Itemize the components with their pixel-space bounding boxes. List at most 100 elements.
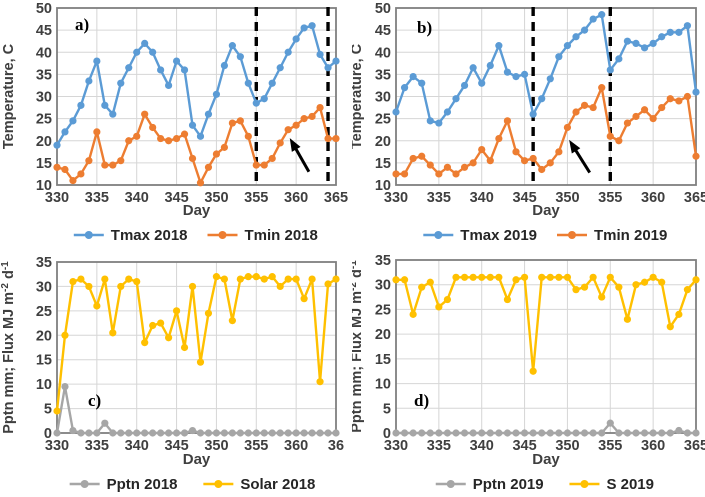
svg-text:365: 365 (684, 438, 705, 454)
svg-text:350: 350 (555, 190, 579, 206)
svg-text:45: 45 (36, 23, 52, 39)
svg-text:35: 35 (36, 67, 52, 83)
panel-d-pptn-solar-2019: 0 5 10 15 20 25 30 35 330 335 340 345 350 355 360 365 Pp… (352, 248, 705, 497)
x-axis-title: Day (183, 451, 211, 468)
svg-text:360: 360 (284, 438, 308, 454)
x-axis-tick-labels: 330 335 340 345 350 355 360 36 (45, 438, 344, 454)
gridlines (396, 260, 696, 433)
svg-text:10: 10 (375, 377, 391, 393)
svg-text:25: 25 (375, 302, 391, 318)
svg-text:10: 10 (36, 377, 52, 393)
legend-label: Tmax 2019 (460, 227, 537, 244)
svg-text:350: 350 (204, 190, 228, 206)
svg-text:5: 5 (383, 401, 391, 417)
x-axis-tick-labels: 330 335 340 345 350 355 360 365 (45, 190, 348, 206)
gridlines (57, 8, 336, 185)
svg-text:345: 345 (164, 190, 188, 206)
svg-text:25: 25 (36, 112, 52, 128)
legend-label: Tmin 2018 (245, 227, 318, 244)
svg-text:35: 35 (375, 67, 391, 83)
legend-item-pptn-2019: Pptn 2019 (435, 476, 544, 493)
svg-text:30: 30 (375, 90, 391, 106)
svg-text:335: 335 (85, 190, 109, 206)
legend: Pptn 2019 S 2019 (435, 476, 654, 493)
svg-text:330: 330 (384, 438, 408, 454)
svg-text:20: 20 (36, 134, 52, 150)
x-axis-tick-labels: 330 335 340 345 350 355 360 365 (384, 438, 705, 454)
svg-text:345: 345 (512, 438, 536, 454)
svg-text:345: 345 (164, 438, 188, 454)
legend-item-tmin-2019: Tmin 2019 (557, 227, 667, 244)
legend: Tmax 2018 Tmin 2018 (73, 227, 318, 244)
svg-text:345: 345 (512, 190, 536, 206)
svg-text:15: 15 (375, 156, 391, 172)
legend-item-tmax-2018: Tmax 2018 (73, 227, 188, 244)
legend: Pptn 2018 Solar 2018 (69, 476, 315, 493)
svg-text:30: 30 (36, 279, 52, 295)
svg-text:45: 45 (375, 23, 391, 39)
svg-text:15: 15 (36, 156, 52, 172)
plot-border (395, 259, 697, 434)
legend-label: Solar 2018 (240, 476, 315, 493)
arrow-annotation (289, 138, 311, 173)
svg-text:25: 25 (36, 304, 52, 320)
svg-text:340: 340 (125, 190, 149, 206)
svg-text:355: 355 (244, 438, 268, 454)
plot-border (395, 7, 697, 186)
svg-text:10: 10 (375, 178, 391, 194)
svg-text:335: 335 (427, 438, 451, 454)
svg-text:0: 0 (44, 426, 52, 442)
chart-pptn-solar-2019: 0 5 10 15 20 25 30 35 330 335 340 345 350 355 360 365 Pp… (352, 253, 705, 493)
series-s-2019 (392, 273, 700, 375)
svg-text:40: 40 (375, 45, 391, 61)
svg-text:20: 20 (36, 328, 52, 344)
plot-border (56, 7, 337, 186)
legend-label: Pptn 2019 (473, 476, 544, 493)
y-axis-tick-labels: 0 5 10 15 20 25 30 35 (36, 255, 52, 442)
svg-text:20: 20 (375, 134, 391, 150)
svg-text:35: 35 (36, 255, 52, 271)
x-axis-title: Day (183, 202, 211, 219)
y-axis-title: Pptn mm; Flux MJ m-2​ d-1​ (0, 261, 17, 434)
svg-text:350: 350 (555, 438, 579, 454)
svg-text:36: 36 (328, 438, 344, 454)
svg-text:330: 330 (45, 190, 69, 206)
series-tmin-2019 (392, 84, 700, 178)
series-pptn-2018 (53, 382, 340, 437)
legend-label: Pptn 2018 (107, 476, 178, 493)
svg-text:20: 20 (375, 327, 391, 343)
svg-text:350: 350 (204, 438, 228, 454)
svg-text:330: 330 (384, 190, 408, 206)
svg-text:5: 5 (44, 402, 52, 418)
legend-item-solar-2018: Solar 2018 (203, 476, 315, 493)
legend-label: S 2019 (606, 476, 654, 493)
series-tmin-2018 (53, 103, 340, 187)
svg-text:340: 340 (125, 438, 149, 454)
svg-text:360: 360 (284, 190, 308, 206)
svg-text:35: 35 (375, 253, 391, 269)
x-axis-title: Day (532, 451, 560, 468)
legend: Tmax 2019 Tmin 2019 (423, 227, 667, 244)
svg-text:30: 30 (375, 278, 391, 294)
legend-label: Tmax 2018 (111, 227, 188, 244)
y-axis-title: Temperature, C (1, 43, 17, 149)
svg-text:0: 0 (383, 426, 391, 442)
svg-text:15: 15 (36, 353, 52, 369)
series-tmax-2019 (392, 11, 700, 127)
panel-letter: a) (75, 15, 89, 34)
series-pptn-2019 (392, 419, 700, 437)
svg-text:365: 365 (684, 190, 705, 206)
panel-c-pptn-solar-2018: 0 5 10 15 20 25 30 35 330 335 340 345 350 355 360 36 Ppt… (0, 248, 352, 497)
svg-text:355: 355 (598, 438, 622, 454)
y-axis-tick-labels: 0 5 10 15 20 25 30 35 (375, 253, 391, 442)
y-axis-tick-labels: 10 15 20 25 30 35 40 45 50 (36, 1, 52, 194)
chart-pptn-solar-2018: 0 5 10 15 20 25 30 35 330 335 340 345 350 355 360 36 Ppt… (0, 255, 344, 493)
svg-text:330: 330 (45, 438, 69, 454)
y-axis-title: Pptn mm; Flux MJ m-2​ d-1​ (352, 260, 365, 433)
panel-letter: b) (417, 18, 432, 37)
svg-text:340: 340 (470, 190, 494, 206)
svg-text:50: 50 (375, 1, 391, 17)
arrow-annotation (569, 139, 591, 174)
